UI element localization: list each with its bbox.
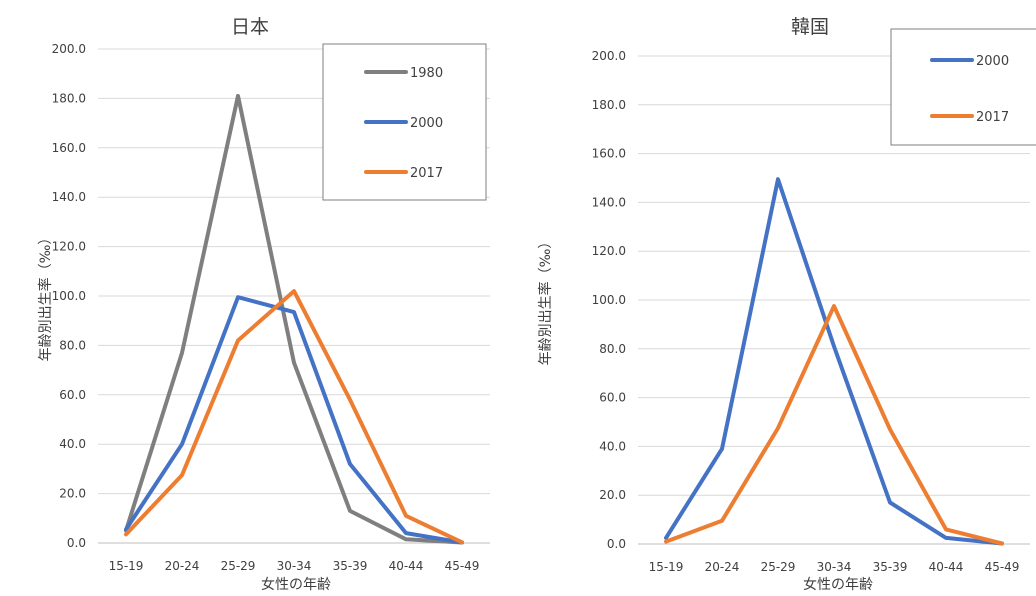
x-tick-label: 40-44 <box>929 560 964 574</box>
legend: 2000 2017 <box>890 28 1036 146</box>
x-axis-label: 女性の年齢 <box>261 576 331 593</box>
x-tick-label: 20-24 <box>705 560 740 574</box>
x-axis: 15-19 20-24 25-29 30-34 35-39 40-44 45-49 <box>109 559 480 573</box>
x-axis-label: 女性の年齢 <box>803 576 873 593</box>
x-tick-label: 25-29 <box>761 560 796 574</box>
y-tick-label: 80.0 <box>599 342 626 356</box>
series-line-1980 <box>124 93 464 545</box>
y-tick-label: 20.0 <box>599 488 626 502</box>
y-axis: 0.0 20.0 40.0 60.0 80.0 100.0 120.0 140.0 160.0 1… <box>52 42 86 550</box>
chart-japan: 0.0 20.0 40.0 60.0 80.0 100.0 120.0 140.0 160.0 1… <box>37 16 490 593</box>
y-tick-label: 120.0 <box>592 244 626 258</box>
x-tick-label: 35-39 <box>333 559 368 573</box>
legend: 1980 2000 2017 <box>322 43 487 201</box>
x-axis: 15-19 20-24 25-29 30-34 35-39 40-44 45-49 <box>649 560 1020 574</box>
y-tick-label: 100.0 <box>52 289 86 303</box>
x-tick-label: 20-24 <box>165 559 200 573</box>
y-tick-label: 60.0 <box>599 391 626 405</box>
y-tick-label: 40.0 <box>59 437 86 451</box>
legend-label: 2000 <box>976 54 1009 69</box>
y-tick-label: 0.0 <box>67 536 86 550</box>
y-tick-label: 20.0 <box>59 487 86 501</box>
y-tick-label: 160.0 <box>52 141 86 155</box>
series-line-2017 <box>664 304 1004 546</box>
y-axis: 0.0 20.0 40.0 60.0 80.0 100.0 120.0 140.0 160.0 1… <box>592 49 626 551</box>
legend-label: 2000 <box>410 116 443 131</box>
chart-korea: 0.0 20.0 40.0 60.0 80.0 100.0 120.0 140.0 160.0 1… <box>537 16 1036 593</box>
y-tick-label: 200.0 <box>592 49 626 63</box>
series-line-2017 <box>124 289 464 545</box>
y-tick-label: 180.0 <box>592 98 626 112</box>
legend-label: 2017 <box>976 110 1009 125</box>
y-axis-label: 年齢別出生率（‰） <box>537 235 554 366</box>
y-tick-label: 180.0 <box>52 91 86 105</box>
y-tick-label: 60.0 <box>59 388 86 402</box>
y-axis-label: 年齢別出生率（‰） <box>37 231 54 362</box>
x-tick-label: 30-34 <box>277 559 312 573</box>
chart-title: 日本 <box>231 16 269 38</box>
x-tick-label: 30-34 <box>817 560 852 574</box>
legend-label: 1980 <box>410 66 443 81</box>
x-tick-label: 25-29 <box>221 559 256 573</box>
x-tick-label: 40-44 <box>389 559 424 573</box>
y-tick-label: 0.0 <box>607 537 626 551</box>
legend-box <box>890 28 1036 146</box>
series-line-2000 <box>664 177 1004 546</box>
y-tick-label: 40.0 <box>599 439 626 453</box>
x-tick-label: 45-49 <box>985 560 1020 574</box>
x-tick-label: 35-39 <box>873 560 908 574</box>
y-tick-label: 100.0 <box>592 293 626 307</box>
series-line-2000 <box>124 295 464 545</box>
x-tick-label: 45-49 <box>445 559 480 573</box>
y-tick-label: 200.0 <box>52 42 86 56</box>
y-tick-label: 80.0 <box>59 338 86 352</box>
y-tick-label: 160.0 <box>592 147 626 161</box>
x-tick-label: 15-19 <box>649 560 684 574</box>
y-tick-label: 140.0 <box>592 195 626 209</box>
chart-title: 韓国 <box>791 16 829 38</box>
legend-label: 2017 <box>410 166 443 181</box>
x-tick-label: 15-19 <box>109 559 144 573</box>
y-tick-label: 140.0 <box>52 190 86 204</box>
y-tick-label: 120.0 <box>52 240 86 254</box>
